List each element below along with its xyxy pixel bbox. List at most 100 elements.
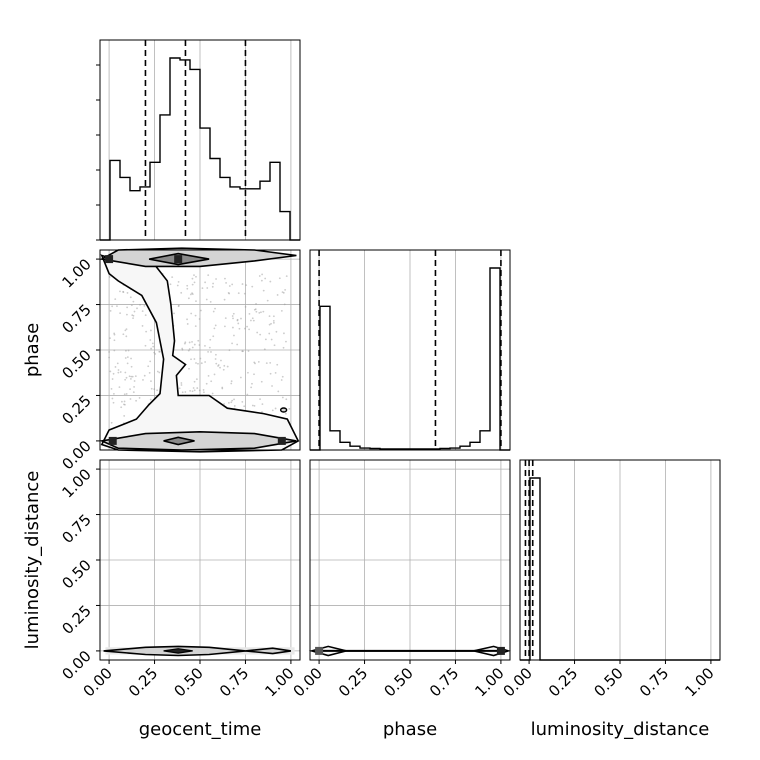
scatter-phase-vs-geocent-time-point-383 [143,374,146,377]
xlabel-luminosity-distance: luminosity_distance [531,719,710,740]
scatter-luminosity-distance-vs-geocent-time-contour-core [163,648,193,654]
scatter-phase-vs-geocent-time-point-186 [128,375,131,378]
hist-geocent-time-bar-15 [250,189,260,240]
scatter-phase-vs-geocent-time-point-132 [158,371,161,374]
scatter-phase-vs-geocent-time-point-388 [194,325,197,328]
scatter-phase-vs-geocent-time-point-192 [192,387,195,389]
scatter-phase-vs-geocent-time-point-179 [130,375,133,378]
scatter-phase-vs-geocent-time-point-299 [255,302,257,305]
scatter-phase-vs-geocent-time-point-353 [114,298,117,301]
scatter-phase-vs-geocent-time-point-84 [191,277,194,280]
scatter-phase-vs-geocent-time-point-397 [281,291,284,294]
scatter-phase-vs-geocent-time-point-372 [194,314,197,317]
scatter-phase-vs-geocent-time-point-116 [191,340,193,343]
scatter-phase-vs-geocent-time-point-240 [280,379,283,381]
scatter-phase-vs-geocent-time-point-30 [281,375,284,378]
scatter-phase-vs-geocent-time-point-187 [126,362,129,365]
ytick-label-phase-4: 1.00 [58,255,94,291]
scatter-phase-vs-geocent-time-point-72 [238,327,241,330]
scatter-phase-vs-geocent-time-point-305 [145,330,148,333]
scatter-phase-vs-geocent-time-point-73 [156,370,159,373]
scatter-phase-vs-geocent-time-point-294 [251,382,253,385]
scatter-phase-vs-geocent-time-point-245 [214,307,216,310]
scatter-phase-vs-geocent-time-point-74 [122,290,125,293]
scatter-phase-vs-geocent-time-point-178 [110,387,113,390]
scatter-phase-vs-geocent-time-point-288 [180,291,183,294]
scatter-phase-vs-geocent-time-point-7 [198,389,201,392]
scatter-phase-vs-geocent-time-point-126 [269,280,272,283]
scatter-phase-vs-geocent-time-point-336 [133,380,136,382]
scatter-phase-vs-geocent-time-point-157 [195,378,198,381]
scatter-phase-vs-geocent-time-point-200 [126,356,129,359]
scatter-phase-vs-geocent-time-point-272 [121,400,123,403]
scatter-phase-vs-geocent-time-point-146 [176,284,179,287]
xtick-label-phase-1: 0.25 [335,664,371,700]
scatter-phase-vs-geocent-time-point-194 [220,359,222,362]
scatter-phase-vs-geocent-time-point-102 [282,346,285,349]
ytick-label-phase-3: 0.75 [58,301,94,337]
scatter-phase-vs-geocent-time-point-29 [231,326,234,329]
scatter-phase-vs-geocent-time-point-52 [112,401,115,404]
scatter-phase-vs-geocent-time-point-170 [262,310,265,313]
scatter-phase-vs-geocent-time-point-341 [253,361,256,364]
scatter-phase-vs-geocent-time-point-292 [285,275,288,278]
scatter-phase-vs-geocent-time-point-96 [117,369,120,371]
scatter-phase-vs-geocent-time-point-307 [186,287,189,290]
scatter-phase-vs-geocent-time-point-150 [269,372,272,375]
scatter-phase-vs-geocent-time-point-37 [264,277,267,280]
scatter-phase-vs-geocent-time-point-417 [248,328,251,331]
scatter-phase-vs-geocent-time-point-262 [116,305,118,308]
scatter-phase-vs-geocent-time-point-112 [196,387,199,389]
scatter-phase-vs-geocent-time-point-2 [188,348,191,350]
scatter-phase-vs-geocent-time-point-76 [142,379,144,381]
scatter-phase-vs-geocent-time-point-108 [259,398,261,401]
scatter-phase-vs-geocent-time-point-33 [190,358,192,361]
scatter-phase-vs-geocent-time-point-213 [272,319,275,322]
hist-phase-bar-2 [330,431,340,450]
scatter-phase-vs-geocent-time-point-338 [248,312,251,315]
scatter-phase-vs-geocent-time-point-182 [204,281,207,284]
scatter-phase-vs-geocent-time-point-287 [272,315,275,318]
scatter-phase-vs-geocent-time-dense-1 [105,255,114,264]
scatter-phase-vs-geocent-time-point-184 [123,403,125,406]
scatter-phase-vs-geocent-time-point-86 [198,318,201,320]
scatter-phase-vs-geocent-time-point-401 [177,305,180,308]
scatter-luminosity-distance-vs-geocent-time-contour-band [103,645,292,657]
xtick-label-phase-0: 0.00 [290,664,326,700]
hist-geocent-time-bar-2 [120,177,130,240]
scatter-phase-vs-geocent-time-point-238 [113,339,116,342]
scatter-phase-vs-geocent-time-point-83 [272,321,275,324]
scatter-phase-vs-geocent-time-point-286 [212,310,215,313]
scatter-phase-vs-geocent-time-point-359 [125,376,128,379]
scatter-phase-vs-geocent-time-point-15 [230,382,233,385]
hist-geocent-time-bar-11 [210,158,220,240]
scatter-phase-vs-geocent-time-point-257 [209,301,212,303]
scatter-phase-vs-geocent-time-point-189 [191,346,194,349]
hist-phase-bar-17 [480,431,490,450]
scatter-phase-vs-geocent-time-point-303 [132,300,135,303]
scatter-phase-vs-geocent-time-point-95 [268,315,271,318]
scatter-phase-vs-geocent-time-point-159 [211,392,214,395]
scatter-phase-vs-geocent-time-point-382 [148,371,151,374]
scatter-phase-vs-geocent-time-point-281 [120,406,123,409]
scatter-phase-vs-geocent-time-point-82 [228,349,231,352]
scatter-phase-vs-geocent-time-point-94 [199,357,202,360]
scatter-phase-vs-geocent-time-point-271 [233,398,235,401]
scatter-luminosity-distance-vs-phase-contour-band [308,645,511,657]
scatter-luminosity-distance-vs-phase-dense-0 [315,646,324,655]
scatter-phase-vs-geocent-time-point-376 [237,322,240,325]
scatter-phase-vs-geocent-time-point-364 [151,342,154,345]
scatter-phase-vs-geocent-time-point-169 [261,273,264,276]
scatter-phase-vs-geocent-time-point-160 [214,324,217,327]
scatter-phase-vs-geocent-time-point-88 [207,274,210,277]
scatter-phase-vs-geocent-time-point-354 [285,398,288,401]
scatter-phase-vs-geocent-time-point-311 [129,398,132,400]
scatter-phase-vs-geocent-time-point-195 [191,293,194,296]
scatter-phase-vs-geocent-time-point-80 [204,361,207,363]
scatter-phase-vs-geocent-time-point-379 [274,372,277,374]
xtick-label-phase-2: 0.50 [380,664,416,700]
ylabel-luminosity-distance: luminosity_distance [22,471,43,650]
scatter-phase-vs-geocent-time-point-380 [203,391,205,394]
scatter-phase-vs-geocent-time-point-165 [124,378,127,381]
scatter-phase-vs-geocent-time-point-350 [197,362,199,365]
